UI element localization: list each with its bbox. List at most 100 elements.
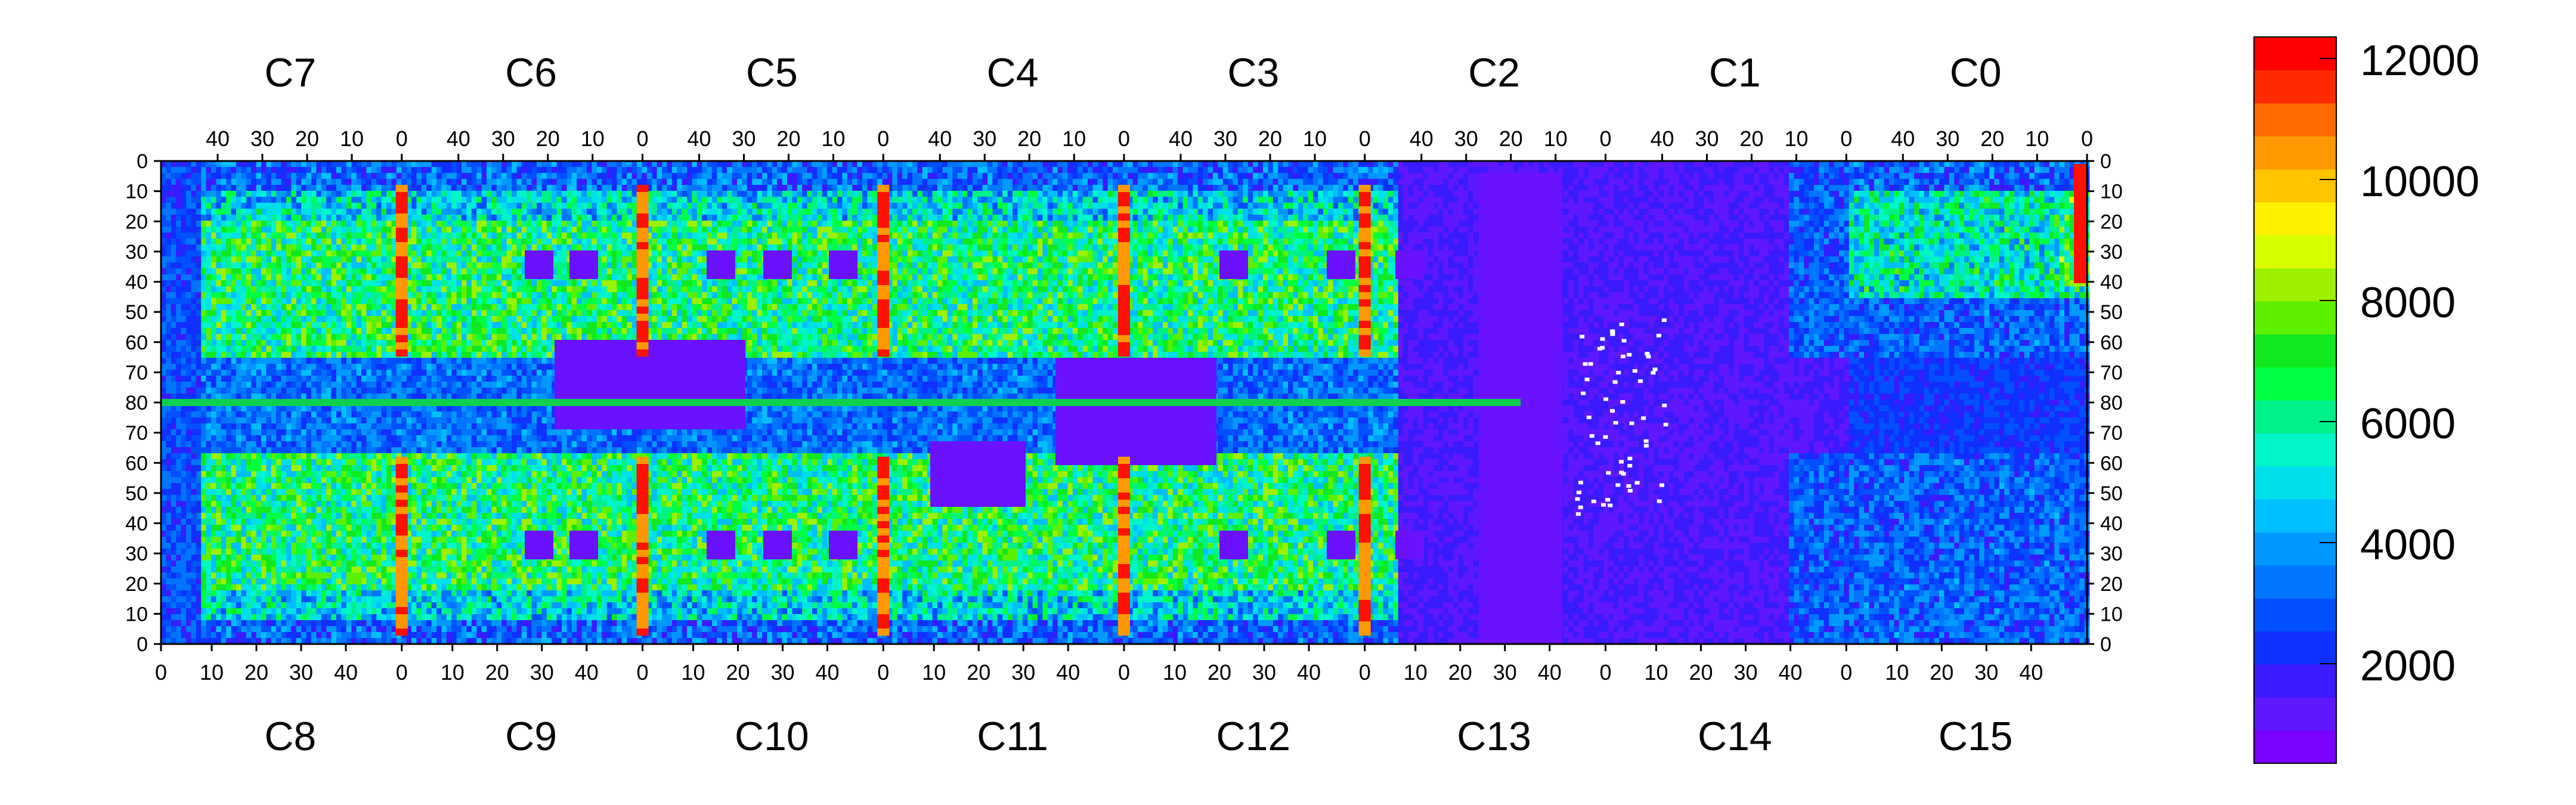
heatmap-cell <box>772 173 778 179</box>
heatmap-cell <box>1238 173 1243 179</box>
heatmap-cell <box>787 167 792 173</box>
heatmap-cell <box>1989 185 1995 191</box>
heatmap-cell <box>822 227 828 233</box>
heatmap-cell <box>1634 191 1639 197</box>
heatmap-cell <box>1724 191 1729 197</box>
heatmap-cell <box>432 215 437 221</box>
heatmap-cell <box>1643 215 1649 221</box>
heatmap-cell <box>1198 179 1203 185</box>
heatmap-cell <box>1188 161 1193 167</box>
heatmap-cell <box>361 185 367 191</box>
heatmap-cell <box>1914 203 1919 209</box>
heatmap-cell <box>1774 185 1779 191</box>
heatmap-cell <box>547 203 552 209</box>
heatmap-cell <box>1052 167 1058 173</box>
heatmap-cell <box>1528 161 1534 167</box>
heatmap-cell <box>1693 185 1699 191</box>
heatmap-cell <box>447 167 452 173</box>
heatmap-cell <box>1428 221 1433 227</box>
heatmap-cell <box>1904 173 1909 179</box>
heatmap-cell <box>236 167 242 173</box>
heatmap-cell <box>827 167 832 173</box>
heatmap-cell <box>2024 215 2030 221</box>
heatmap-cell <box>1779 227 1784 233</box>
heatmap-cell <box>983 215 988 221</box>
heatmap-cell <box>1158 191 1163 197</box>
heatmap-cell <box>562 203 567 209</box>
heatmap-cell <box>1158 173 1163 179</box>
heatmap-cell <box>326 197 332 203</box>
heatmap-cell <box>1283 227 1289 233</box>
heatmap-cell <box>1067 221 1073 227</box>
heatmap-cell <box>332 173 337 179</box>
heatmap-cell <box>1473 209 1479 215</box>
heatmap-cell <box>1989 179 1995 185</box>
heatmap-cell <box>852 197 857 203</box>
heatmap-cell <box>1218 185 1223 191</box>
heatmap-cell <box>908 191 913 197</box>
heatmap-cell <box>1919 209 1924 215</box>
heatmap-cell <box>271 167 277 173</box>
heatmap-cell <box>256 221 262 227</box>
heatmap-cell <box>261 203 267 209</box>
heatmap-cell <box>762 161 767 167</box>
heatmap-cell <box>1108 161 1113 167</box>
heatmap-cell <box>822 167 828 173</box>
heatmap-cell <box>1543 161 1549 167</box>
heatmap-cell <box>201 221 206 227</box>
heatmap-cell <box>667 197 672 203</box>
heatmap-cell <box>657 233 662 239</box>
heatmap-cell <box>672 203 677 209</box>
heatmap-cell <box>682 173 688 179</box>
heatmap-cell <box>291 209 296 215</box>
heatmap-cell <box>1443 233 1448 239</box>
heatmap-cell <box>1228 203 1233 209</box>
heatmap-cell <box>1163 191 1168 197</box>
heatmap-cell <box>326 221 332 227</box>
heatmap-cell <box>1794 209 1799 215</box>
heatmap-cell <box>376 209 382 215</box>
heatmap-cell <box>346 203 352 209</box>
heatmap-cell <box>1869 215 1874 221</box>
heatmap-cell <box>1268 185 1273 191</box>
heatmap-cell <box>231 203 237 209</box>
heatmap-cell <box>1593 161 1599 167</box>
heatmap-cell <box>411 185 417 191</box>
heatmap-cell <box>1578 221 1584 227</box>
heatmap-cell <box>2049 203 2055 209</box>
heatmap-cell <box>877 161 883 167</box>
heatmap-cell <box>256 233 262 239</box>
heatmap-cell <box>512 221 517 227</box>
heatmap-cell <box>2014 227 2020 233</box>
heatmap-cell <box>1634 197 1639 203</box>
heatmap-cell <box>1809 233 1815 239</box>
heatmap-cell <box>1193 167 1198 173</box>
heatmap-cell <box>1824 161 1829 167</box>
heatmap-cell <box>1042 215 1048 221</box>
heatmap-cell <box>587 227 592 233</box>
heatmap-cell <box>336 179 342 185</box>
heatmap-cell <box>712 179 717 185</box>
heatmap-cell <box>1699 167 1704 173</box>
heatmap-cell <box>1754 191 1759 197</box>
heatmap-cell <box>607 197 612 203</box>
heatmap-cell <box>937 233 943 239</box>
heatmap-cell <box>1058 197 1063 203</box>
heatmap-cell <box>802 209 807 215</box>
heatmap-cell <box>1108 227 1113 233</box>
heatmap-cell <box>767 179 772 185</box>
heatmap-cell <box>742 221 747 227</box>
heatmap-cell <box>1739 233 1744 239</box>
heatmap-cell <box>702 233 707 239</box>
heatmap-cell <box>281 179 287 185</box>
heatmap-cell <box>647 161 652 167</box>
heatmap-cell <box>241 215 246 221</box>
heatmap-cell <box>1063 191 1068 197</box>
heatmap-cell <box>967 197 973 203</box>
heatmap-cell <box>1599 227 1604 233</box>
heatmap-cell <box>852 173 857 179</box>
heatmap-cell <box>1784 197 1789 203</box>
heatmap-cell <box>1398 185 1404 191</box>
heatmap-cell <box>326 203 332 209</box>
heatmap-cell <box>1263 167 1268 173</box>
